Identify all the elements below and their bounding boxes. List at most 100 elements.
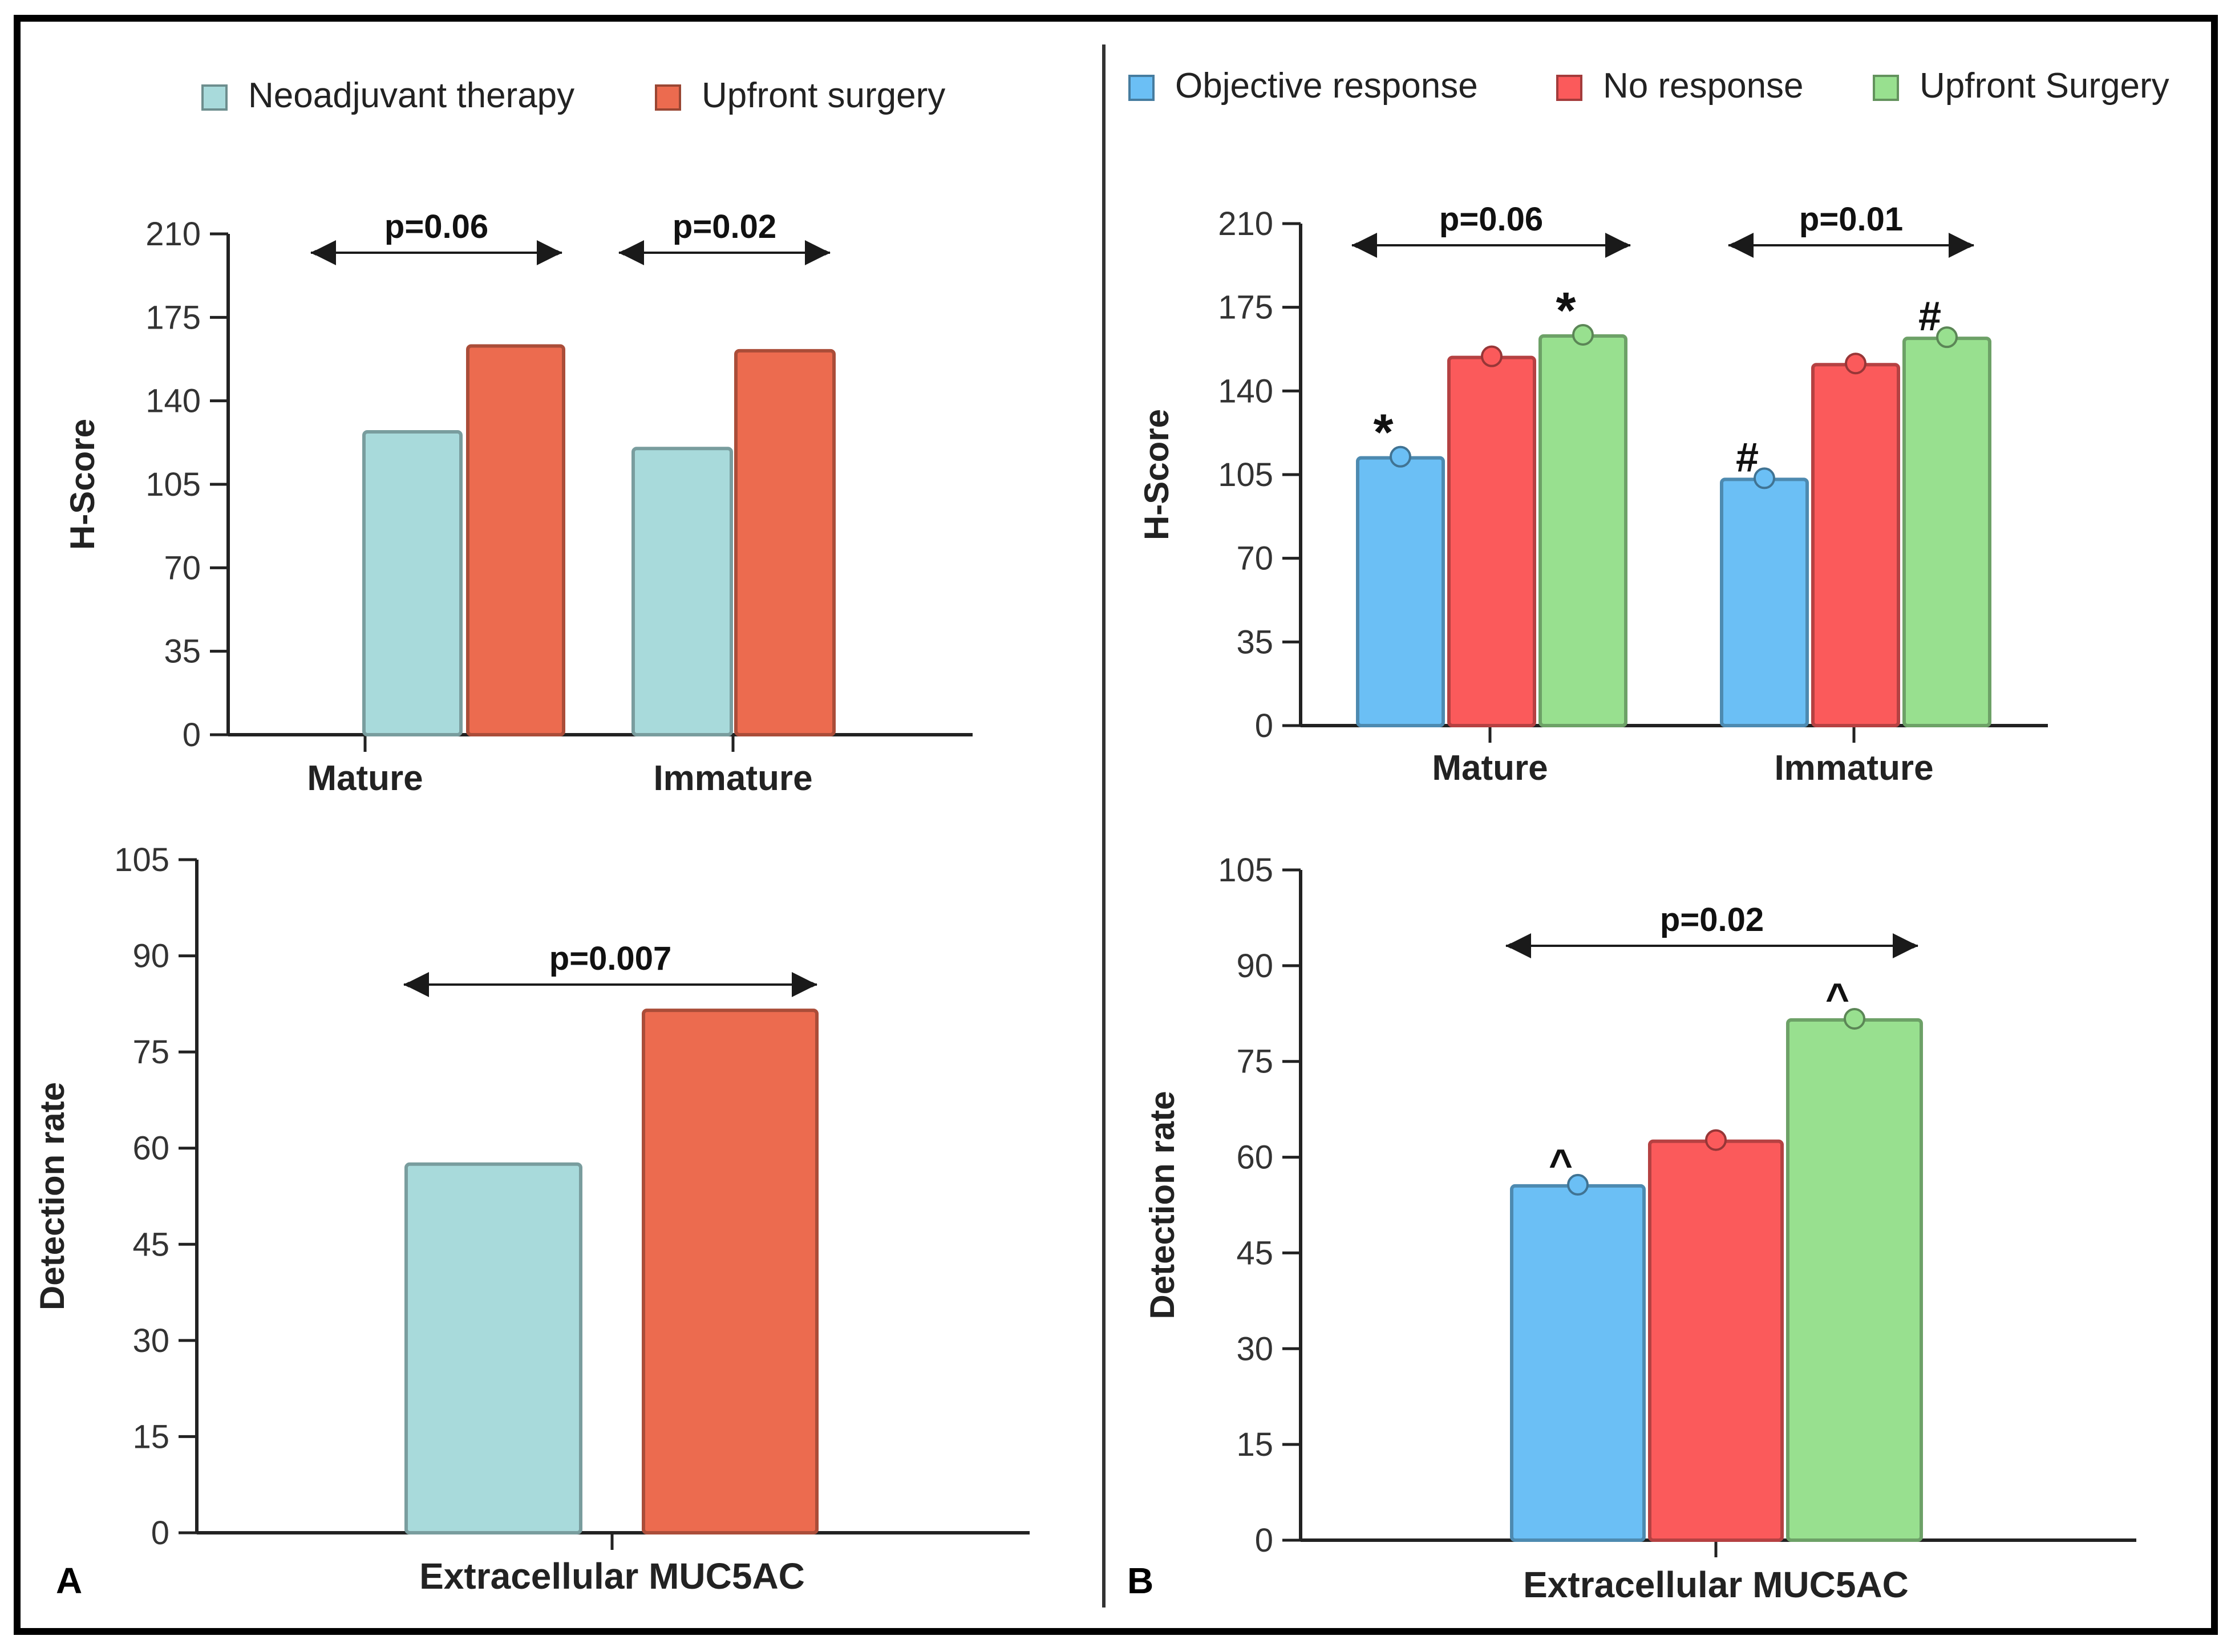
bar-objective-response-extracellular-muc5ac: [1510, 1184, 1646, 1542]
significance-marker: *: [1556, 282, 1576, 339]
bar-dot-no-response-extracellular-muc5ac: [1705, 1129, 1727, 1151]
bar-neoadjuvant-therapy-immature: [631, 447, 733, 736]
bar-dot-objective-response-extracellular-muc5ac: [1567, 1173, 1589, 1196]
y-axis-label: Detection rate: [33, 1082, 71, 1310]
p-value-label: p=0.02: [673, 208, 776, 245]
y-tick-label: 35: [164, 633, 201, 670]
y-tick-label: 210: [145, 216, 201, 253]
arrowhead-left: [311, 240, 336, 265]
y-tick-label: 15: [132, 1418, 169, 1455]
y-axis-label: H-Score: [63, 419, 102, 550]
bar-neoadjuvant-therapy-extracellular-muc5ac: [404, 1162, 582, 1535]
bar-dot-upfront-surgery-extracellular-muc5ac: [1844, 1007, 1865, 1030]
legend-swatch-objective-response: [1128, 75, 1155, 101]
arrowhead-right: [805, 240, 830, 265]
x-axis-label: Extracellular MUC5AC: [1523, 1564, 1909, 1605]
y-axis-label: H-Score: [1137, 409, 1176, 540]
y-axis-label: Detection rate: [1143, 1091, 1181, 1319]
y-tick-label: 0: [183, 716, 201, 754]
arrowhead-left: [1728, 233, 1754, 258]
y-tick-label: 15: [1236, 1426, 1273, 1463]
y-tick-label: 75: [132, 1034, 169, 1071]
y-tick-label: 140: [145, 383, 201, 420]
y-tick-label: 0: [151, 1515, 169, 1552]
y-tick-label: 210: [1218, 205, 1273, 242]
bar-upfront-surgery-extracellular-muc5ac: [642, 1009, 819, 1534]
arrowhead-right: [792, 972, 817, 997]
y-tick-label: 30: [1236, 1330, 1273, 1367]
bar-no-response-extracellular-muc5ac: [1648, 1139, 1784, 1542]
y-tick-label: 60: [1236, 1139, 1273, 1176]
panel-label-b: B: [1127, 1560, 1153, 1601]
legend-swatch-upfront-surgery: [655, 84, 681, 111]
legend-swatch-no-response: [1556, 75, 1582, 101]
bar-dot-no-response-mature: [1481, 345, 1503, 367]
p-value-label: p=0.06: [1439, 201, 1543, 238]
bar-upfront-surgery-mature: [466, 344, 565, 736]
arrowhead-left: [1506, 933, 1531, 958]
x-category-label: Mature: [307, 759, 423, 798]
arrowhead-right: [1949, 233, 1974, 258]
bar-dot-no-response-immature: [1845, 353, 1866, 375]
legend-label-upfront-surgery: Upfront Surgery: [1920, 66, 2169, 106]
bar-dot-objective-response-immature: [1754, 467, 1775, 489]
x-category-label: Immature: [653, 759, 812, 798]
legend-label-upfront-surgery: Upfront surgery: [702, 76, 945, 115]
bar-upfront-surgery-extracellular-muc5ac: [1786, 1018, 1923, 1542]
bar-neoadjuvant-therapy-mature: [362, 430, 463, 736]
chart-panel-a-h-score: 0 35 70 105 140 175 210 H-Score Mature p=0.06 Imma…: [63, 208, 973, 798]
legend-panel-b: Objective response No response Upfront Sur…: [1128, 66, 2169, 106]
y-tick-label: 105: [1218, 456, 1273, 493]
significance-marker: #: [1736, 435, 1759, 480]
arrowhead-left: [404, 972, 429, 997]
y-tick-label: 105: [145, 466, 201, 503]
legend-panel-a: Neoadjuvant therapy Upfront surgery: [201, 76, 945, 115]
y-tick-label: 45: [132, 1226, 169, 1263]
chart-panel-b-h-score: 0 35 70 105 140 175 210 H-Score Mature * * p=0.06 Im…: [1137, 201, 2048, 788]
chart-panel-b-detection-rate: 0 15 30 45 60 75 90 105 Detection rate ^ ^ p=0.02 Ex…: [1143, 852, 2136, 1605]
bar-upfront-surgery-mature: [1538, 334, 1627, 727]
significance-marker: ^: [1549, 1141, 1573, 1187]
y-tick-label: 70: [164, 549, 201, 586]
p-value-label: p=0.02: [1660, 901, 1764, 938]
x-category-label: Immature: [1774, 748, 1933, 788]
legend-swatch-neoadjuvant-therapy: [201, 84, 228, 111]
arrowhead-right: [1605, 233, 1630, 258]
bar-upfront-surgery-immature: [1902, 337, 1991, 727]
y-tick-label: 90: [1236, 948, 1273, 985]
bar-no-response-immature: [1811, 363, 1900, 727]
y-tick-label: 105: [1218, 852, 1273, 889]
bar-upfront-surgery-immature: [734, 349, 836, 736]
y-tick-label: 0: [1255, 707, 1273, 744]
significance-marker: *: [1373, 404, 1393, 461]
bar-no-response-mature: [1447, 355, 1536, 727]
bar-dot-upfront-surgery-immature: [1936, 326, 1958, 349]
legend-label-neoadjuvant-therapy: Neoadjuvant therapy: [248, 76, 574, 115]
significance-marker: ^: [1825, 975, 1849, 1021]
y-tick-label: 45: [1236, 1234, 1273, 1272]
x-category-label: Mature: [1432, 748, 1548, 788]
y-tick-label: 90: [132, 938, 169, 975]
p-value-label: p=0.06: [384, 208, 488, 245]
arrowhead-left: [1352, 233, 1377, 258]
bar-dot-upfront-surgery-mature: [1572, 323, 1594, 346]
panel-label-a: A: [56, 1560, 82, 1601]
y-tick-label: 175: [1218, 289, 1273, 326]
figure-frame: [14, 15, 2218, 1635]
legend-label-no-response: No response: [1603, 66, 1804, 106]
y-tick-label: 30: [132, 1322, 169, 1359]
legend-swatch-upfront-surgery: [1873, 75, 1899, 101]
significance-marker: #: [1918, 294, 1941, 339]
legend-label-objective-response: Objective response: [1175, 66, 1478, 106]
x-axis-label: Extracellular MUC5AC: [419, 1556, 805, 1597]
y-tick-label: 60: [132, 1130, 169, 1167]
bar-objective-response-mature: [1356, 456, 1445, 728]
p-value-label: p=0.01: [1799, 201, 1903, 238]
chart-panel-a-detection-rate: 0 15 30 45 60 75 90 105 Detection rate p=0.007 Ext…: [33, 841, 1030, 1597]
p-value-label: p=0.007: [549, 940, 671, 977]
arrowhead-left: [619, 240, 644, 265]
y-tick-label: 140: [1218, 372, 1273, 410]
arrowhead-right: [1893, 933, 1918, 958]
